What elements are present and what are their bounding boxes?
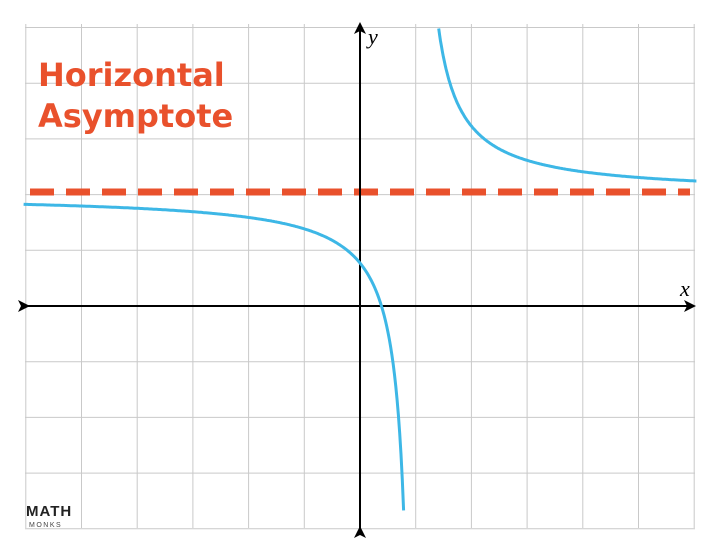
x-axis-label: x — [679, 276, 690, 301]
y-axis-label: y — [366, 24, 378, 49]
curve-branch — [23, 202, 406, 511]
title-line: Horizontal — [38, 56, 225, 94]
curve-branch — [437, 28, 697, 183]
logo-bottom: MONKS — [29, 522, 62, 529]
title-line: Asymptote — [38, 97, 233, 135]
logo-top: MATH — [26, 503, 72, 520]
